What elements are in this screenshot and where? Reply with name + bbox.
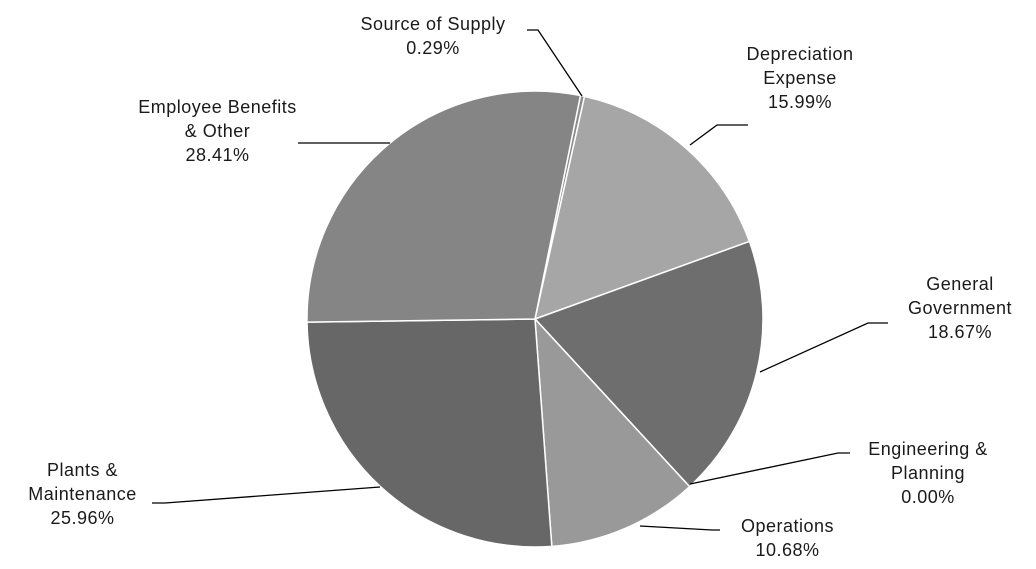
category-label: Employee Benefits & Other bbox=[138, 97, 297, 141]
leader-line bbox=[527, 29, 583, 97]
value-label: 15.99% bbox=[767, 92, 833, 112]
pie-slice bbox=[534, 316, 691, 548]
leader-line bbox=[152, 486, 381, 504]
category-label: Depreciation Expense bbox=[746, 44, 854, 88]
slice-label: Source of Supply 0.29% bbox=[338, 12, 528, 60]
pie-slice bbox=[306, 318, 553, 548]
leader-line bbox=[689, 124, 748, 146]
value-label: 28.41% bbox=[185, 145, 250, 165]
slice-label: Engineering & Planning 0.00% bbox=[848, 437, 1008, 509]
value-label: 10.68% bbox=[755, 540, 820, 560]
category-label: Plants & Maintenance bbox=[28, 460, 137, 504]
leader-line bbox=[689, 452, 850, 485]
slice-label: Plants & Maintenance 25.96% bbox=[10, 458, 155, 530]
value-label: 0.00% bbox=[901, 487, 955, 507]
category-label: Operations bbox=[740, 516, 835, 536]
value-label: 25.96% bbox=[50, 508, 115, 528]
slice-label: General Government 18.67% bbox=[890, 272, 1030, 344]
pie-slice bbox=[533, 95, 751, 321]
slice-label: Operations 10.68% bbox=[715, 514, 860, 562]
value-label: 0.29% bbox=[406, 38, 460, 58]
slice-label: Employee Benefits & Other 28.41% bbox=[135, 95, 300, 167]
leader-line bbox=[639, 525, 720, 531]
category-label: Source of Supply bbox=[360, 14, 506, 34]
pie-slice bbox=[533, 240, 764, 488]
slice-label: Depreciation Expense 15.99% bbox=[725, 42, 875, 114]
pie-slice bbox=[306, 90, 582, 323]
value-label: 18.67% bbox=[927, 322, 993, 342]
category-label: General Government bbox=[907, 274, 1013, 318]
leader-line bbox=[759, 322, 888, 373]
category-label: Engineering & Planning bbox=[868, 439, 988, 483]
